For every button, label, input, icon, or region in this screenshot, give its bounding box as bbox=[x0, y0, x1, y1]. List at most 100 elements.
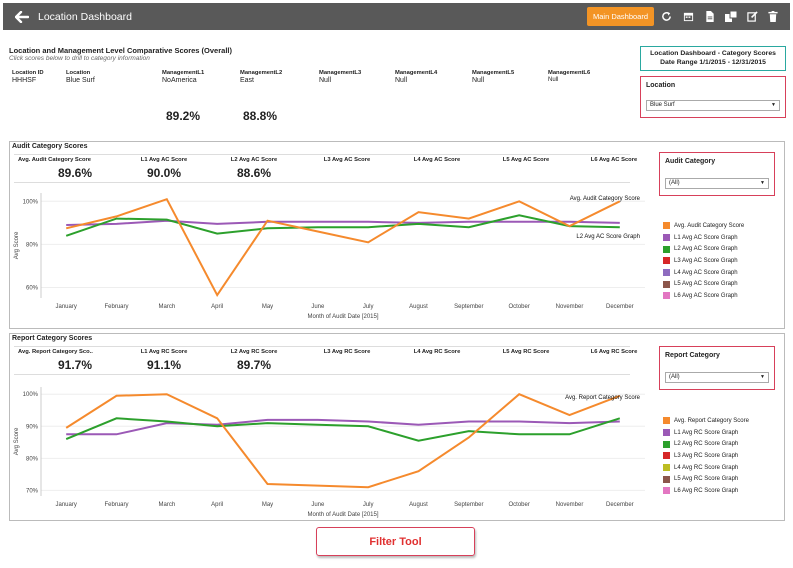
main-dashboard-button[interactable]: Main Dashboard bbox=[587, 7, 654, 26]
x-tick-label: December bbox=[606, 502, 634, 508]
x-tick-label: December bbox=[606, 304, 634, 310]
legend-item[interactable]: L6 Avg AC Score Graph bbox=[663, 290, 744, 302]
report-kpi-avg[interactable]: Avg. Report Category Sco.. 91.7% bbox=[18, 349, 93, 372]
edit-icon[interactable] bbox=[744, 8, 760, 24]
overall-l2-score[interactable]: 88.8% bbox=[243, 109, 278, 123]
legend-item[interactable]: L1 Avg RC Score Graph bbox=[663, 427, 749, 439]
audit-kpi-l4[interactable]: L4 Avg AC Score bbox=[413, 157, 461, 163]
mgmt-col-l5: ManagementL5 Null bbox=[472, 70, 515, 84]
x-tick-label: February bbox=[104, 502, 128, 508]
y-tick-label: 100% bbox=[23, 199, 39, 205]
legend-item[interactable]: L4 Avg RC Score Graph bbox=[663, 462, 749, 474]
x-axis-label: Month of Audit Date [2015] bbox=[307, 314, 378, 320]
audit-kpi-l1[interactable]: L1 Avg AC Score 90.0% bbox=[140, 157, 188, 180]
category-scores-box: Location Dashboard - Category Scores Dat… bbox=[640, 46, 786, 71]
legend-item[interactable]: L3 Avg AC Score Graph bbox=[663, 255, 744, 267]
legend-swatch bbox=[663, 475, 670, 483]
legend-swatch bbox=[663, 280, 670, 288]
report-category-filter: Report Category (All) ▼ bbox=[659, 346, 775, 390]
x-tick-label: June bbox=[311, 304, 325, 310]
x-axis-label: Month of Audit Date [2015] bbox=[307, 512, 378, 518]
legend-swatch bbox=[663, 292, 670, 300]
top-bar: Location Dashboard Main Dashboard bbox=[3, 3, 790, 30]
legend-swatch bbox=[663, 234, 670, 242]
audit-legend: Avg. Audit Category Score L1 Avg AC Scor… bbox=[663, 220, 744, 302]
report-kpi-l4[interactable]: L4 Avg RC Score bbox=[413, 349, 461, 355]
legend-item[interactable]: L1 Avg AC Score Graph bbox=[663, 232, 744, 244]
y-tick-label: 80% bbox=[26, 456, 39, 462]
report-kpi-l6[interactable]: L6 Avg RC Score bbox=[590, 349, 638, 355]
x-tick-label: October bbox=[508, 304, 529, 310]
report-kpi-l1[interactable]: L1 Avg RC Score 91.1% bbox=[140, 349, 188, 372]
report-category-label: Report Category bbox=[665, 352, 720, 359]
x-tick-label: May bbox=[262, 304, 273, 310]
mgmt-col-l2: ManagementL2 East bbox=[240, 70, 283, 84]
legend-item[interactable]: Avg. Report Category Score bbox=[663, 415, 749, 427]
audit-kpi-avg[interactable]: Avg. Audit Category Score 89.6% bbox=[18, 157, 93, 180]
y-tick-label: 60% bbox=[26, 286, 39, 292]
audit-category-select[interactable]: (All) ▼ bbox=[665, 178, 769, 189]
legend-swatch bbox=[663, 429, 670, 437]
x-tick-label: September bbox=[454, 304, 483, 310]
report-line-chart[interactable]: 100% 90% 80% 70% Avg Score January February Mar… bbox=[9, 377, 649, 520]
series-line bbox=[65, 393, 621, 489]
series-line bbox=[65, 417, 621, 442]
filter-tool-callout: Filter Tool bbox=[316, 527, 475, 556]
audit-kpi-row: Avg. Audit Category Score 89.6% L1 Avg AC… bbox=[14, 154, 637, 183]
overall-l1-score[interactable]: 89.2% bbox=[166, 109, 201, 123]
audit-kpi-l3[interactable]: L3 Avg AC Score bbox=[323, 157, 371, 163]
legend-item[interactable]: L5 Avg RC Score Graph bbox=[663, 473, 749, 485]
y-tick-label: 80% bbox=[26, 242, 39, 248]
audit-kpi-l6[interactable]: L6 Avg AC Score bbox=[590, 157, 638, 163]
audit-kpi-l2[interactable]: L2 Avg AC Score 88.6% bbox=[230, 157, 278, 180]
report-section-title: Report Category Scores bbox=[12, 335, 93, 342]
legend-swatch bbox=[663, 222, 670, 230]
audit-kpi-l5[interactable]: L5 Avg AC Score bbox=[502, 157, 550, 163]
overall-title: Location and Management Level Comparativ… bbox=[9, 46, 232, 55]
trash-icon[interactable] bbox=[765, 8, 781, 24]
mgmt-col-location: Location Blue Surf bbox=[66, 70, 95, 84]
report-kpi-l3[interactable]: L3 Avg RC Score bbox=[323, 349, 371, 355]
x-tick-label: July bbox=[363, 304, 374, 310]
legend-item[interactable]: L3 Avg RC Score Graph bbox=[663, 450, 749, 462]
x-tick-label: March bbox=[158, 304, 175, 310]
back-arrow-icon[interactable] bbox=[11, 3, 33, 30]
audit-category-filter: Audit Category (All) ▼ bbox=[659, 152, 775, 196]
x-tick-label: July bbox=[363, 502, 374, 508]
report-category-select[interactable]: (All) ▼ bbox=[665, 372, 769, 383]
annotation-label: Avg. Report Category Score bbox=[565, 395, 641, 401]
export-icon[interactable] bbox=[723, 8, 739, 24]
x-tick-label: August bbox=[409, 502, 428, 508]
annotation-label: Avg. Audit Category Score bbox=[570, 196, 641, 202]
refresh-icon[interactable] bbox=[658, 8, 674, 24]
legend-swatch bbox=[663, 464, 670, 472]
audit-category-label: Audit Category bbox=[665, 158, 716, 165]
legend-item[interactable]: L2 Avg AC Score Graph bbox=[663, 243, 744, 255]
legend-item[interactable]: L4 Avg AC Score Graph bbox=[663, 267, 744, 279]
audit-line-chart[interactable]: 100% 80% 60% Avg Score January February March A… bbox=[9, 183, 649, 328]
mgmt-col-l3: ManagementL3 Null bbox=[319, 70, 362, 84]
legend-item[interactable]: L6 Avg RC Score Graph bbox=[663, 485, 749, 497]
calendar-icon[interactable] bbox=[680, 8, 696, 24]
x-tick-label: January bbox=[55, 304, 76, 310]
report-legend: Avg. Report Category Score L1 Avg RC Sco… bbox=[663, 415, 749, 497]
app-title: Location Dashboard bbox=[38, 10, 132, 23]
legend-item[interactable]: L2 Avg RC Score Graph bbox=[663, 438, 749, 450]
report-kpi-l5[interactable]: L5 Avg RC Score bbox=[502, 349, 550, 355]
legend-item[interactable]: Avg. Audit Category Score bbox=[663, 220, 744, 232]
location-select[interactable]: Blue Surf ▼ bbox=[646, 100, 780, 111]
location-filter-label: Location bbox=[646, 82, 676, 89]
series-line bbox=[65, 214, 620, 237]
x-tick-label: September bbox=[454, 502, 483, 508]
legend-swatch bbox=[663, 245, 670, 253]
audit-section: Audit Category Scores Avg. Audit Categor… bbox=[9, 141, 785, 329]
x-tick-label: January bbox=[55, 502, 76, 508]
chevron-down-icon: ▼ bbox=[771, 102, 776, 108]
audit-section-title: Audit Category Scores bbox=[12, 143, 88, 150]
x-tick-label: May bbox=[262, 502, 273, 508]
report-kpi-l2[interactable]: L2 Avg RC Score 89.7% bbox=[230, 349, 278, 372]
document-icon[interactable] bbox=[702, 8, 718, 24]
legend-swatch bbox=[663, 257, 670, 265]
legend-item[interactable]: L5 Avg AC Score Graph bbox=[663, 278, 744, 290]
legend-swatch bbox=[663, 487, 670, 495]
